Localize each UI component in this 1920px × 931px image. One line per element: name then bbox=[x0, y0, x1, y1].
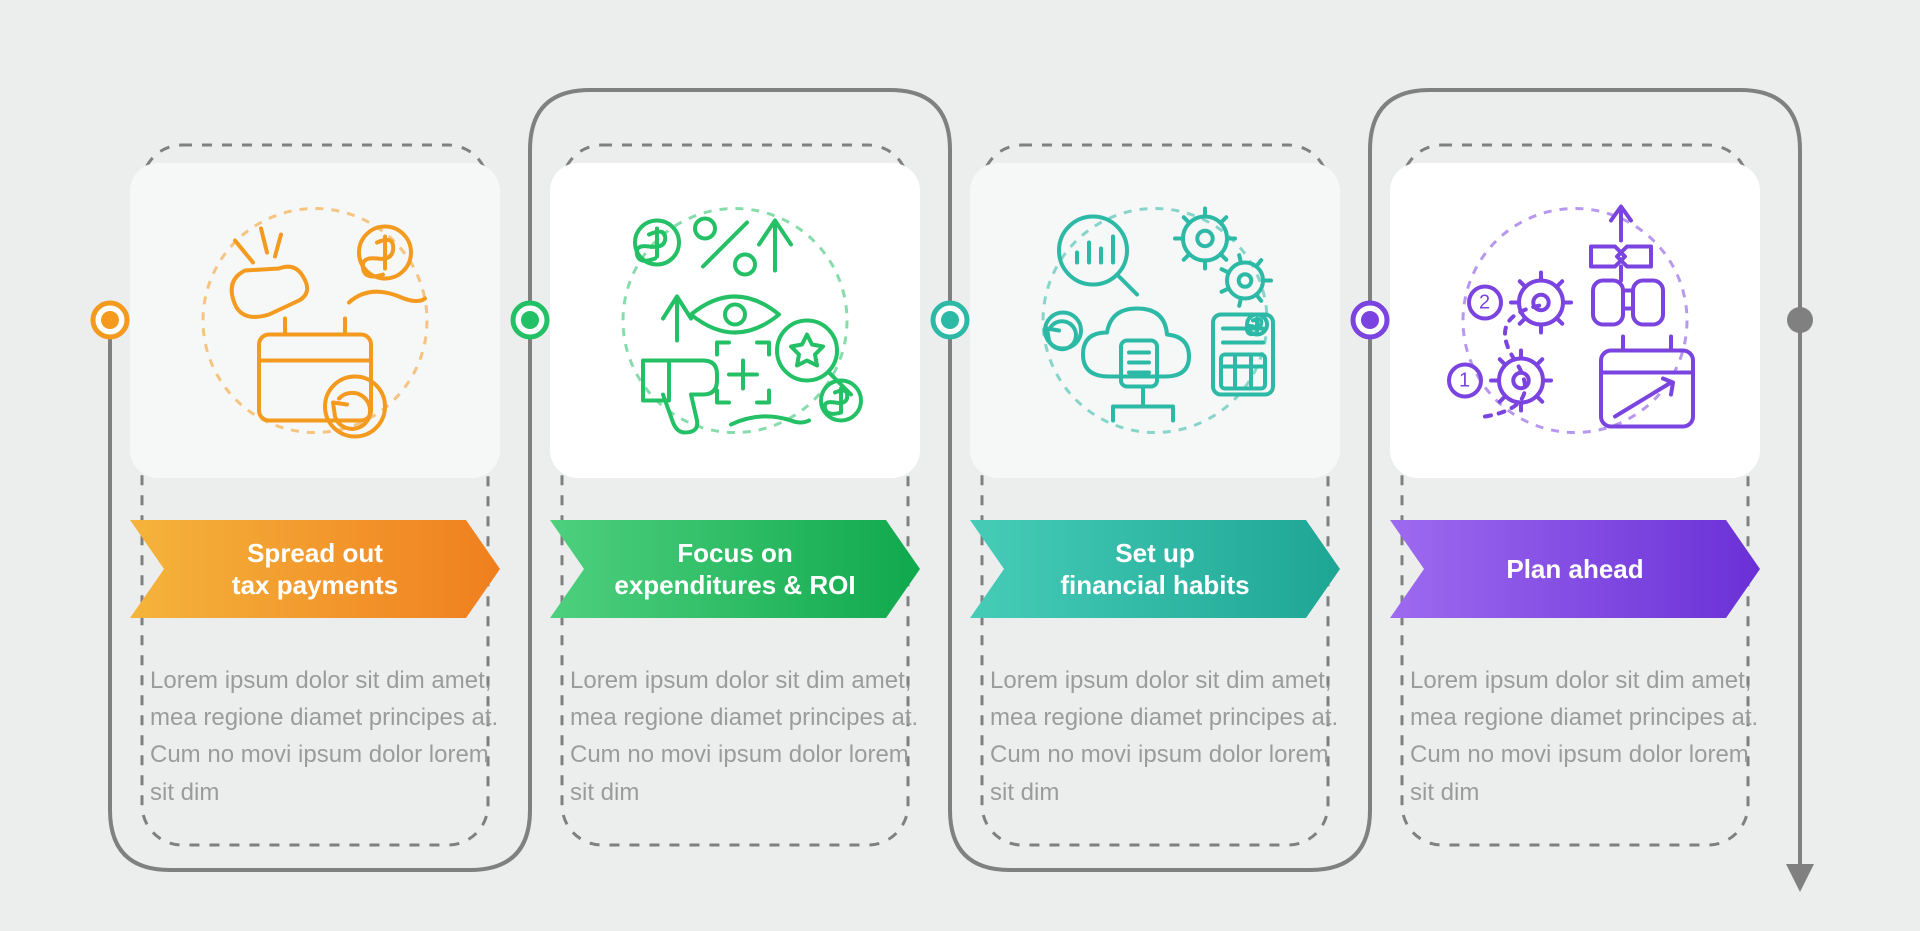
step-dot-inner bbox=[1361, 311, 1379, 329]
step-description: Lorem ipsum dolor sit dim amet, mea regi… bbox=[570, 662, 930, 811]
icon-card bbox=[1390, 163, 1760, 478]
step-description: Lorem ipsum dolor sit dim amet, mea regi… bbox=[1410, 662, 1770, 811]
svg-text:2: 2 bbox=[1479, 292, 1490, 314]
step-dot-inner bbox=[941, 311, 959, 329]
step-title: Spread out tax payments bbox=[170, 520, 460, 618]
step-dot-inner bbox=[521, 311, 539, 329]
step-title: Set up financial habits bbox=[1010, 520, 1300, 618]
step-title: Plan ahead bbox=[1430, 520, 1720, 618]
connector-arrowhead-icon bbox=[1786, 864, 1814, 892]
step-description: Lorem ipsum dolor sit dim amet, mea regi… bbox=[150, 662, 510, 811]
end-dot bbox=[1787, 307, 1813, 333]
infographic-stage: 2 1 Spread out tax payments Lorem ipsum dol… bbox=[0, 0, 1920, 931]
svg-text:1: 1 bbox=[1459, 370, 1470, 392]
icon-card bbox=[970, 163, 1340, 478]
step-title: Focus on expenditures & ROI bbox=[590, 520, 880, 618]
step-description: Lorem ipsum dolor sit dim amet, mea regi… bbox=[990, 662, 1350, 811]
icon-card bbox=[130, 163, 500, 478]
step-dot-inner bbox=[101, 311, 119, 329]
icon-card bbox=[550, 163, 920, 478]
